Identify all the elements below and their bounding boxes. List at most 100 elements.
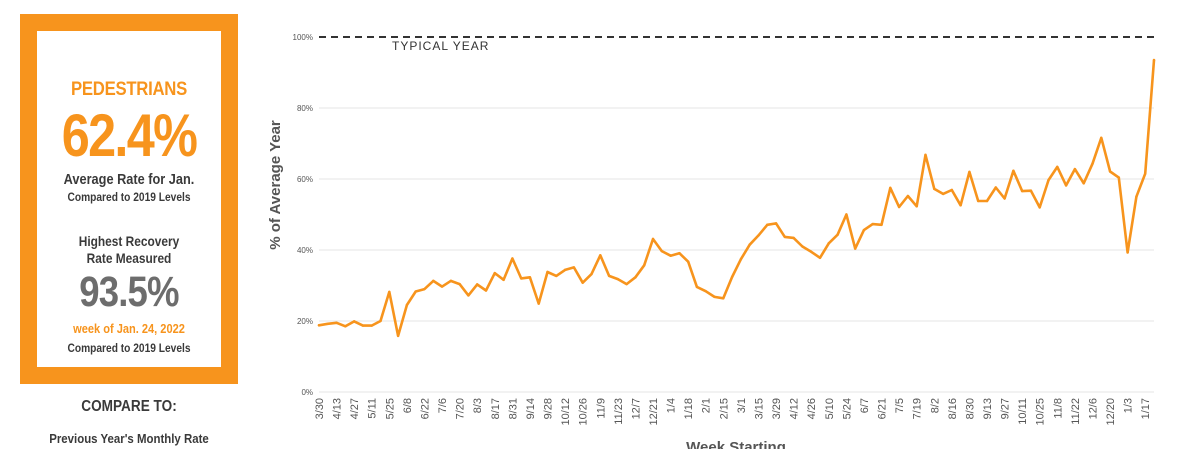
x-tick-label: 6/21 bbox=[877, 398, 889, 419]
data-point bbox=[1135, 195, 1138, 198]
data-point bbox=[467, 294, 470, 297]
data-point bbox=[634, 276, 637, 279]
category-title: PEDESTRIANS bbox=[70, 79, 188, 100]
x-tick-label: 9/13 bbox=[982, 398, 994, 419]
data-point bbox=[1073, 167, 1077, 171]
x-tick-label: 4/26 bbox=[806, 398, 818, 419]
x-tick-label: 11/8 bbox=[1052, 398, 1064, 419]
x-tick-label: 3/15 bbox=[753, 398, 765, 419]
data-point bbox=[388, 290, 391, 294]
x-tick-label: 1/4 bbox=[666, 398, 678, 413]
data-point bbox=[994, 186, 997, 189]
data-point bbox=[326, 322, 329, 326]
data-point bbox=[344, 325, 347, 328]
x-tick-label: 3/1 bbox=[736, 398, 748, 413]
x-tick-label: 1/18 bbox=[683, 398, 695, 419]
data-point bbox=[722, 297, 725, 300]
data-point bbox=[352, 320, 356, 323]
series-line bbox=[317, 58, 1156, 338]
data-point bbox=[836, 233, 839, 236]
y-tick-labels: 0% 20% 40% 60% 80% 100% bbox=[293, 33, 313, 397]
data-point bbox=[555, 274, 558, 278]
x-tick-label: 7/5 bbox=[894, 398, 906, 413]
x-tick-label: 3/30 bbox=[314, 398, 326, 419]
data-point bbox=[625, 282, 628, 286]
data-point bbox=[1144, 172, 1147, 175]
data-points bbox=[317, 58, 1156, 338]
highest-rate-value: 93.5% bbox=[79, 268, 179, 316]
x-tick-label: 8/16 bbox=[947, 398, 959, 419]
data-point bbox=[511, 257, 514, 260]
x-tick-label: 12/7 bbox=[630, 398, 642, 419]
data-point bbox=[669, 254, 672, 257]
data-point bbox=[590, 272, 593, 276]
x-tick-label: 4/13 bbox=[332, 398, 344, 419]
data-point bbox=[739, 258, 743, 261]
data-point bbox=[607, 274, 611, 278]
average-rate-label: Average Rate for Jan. bbox=[63, 171, 195, 188]
data-point bbox=[1029, 189, 1033, 192]
y-axis-label: % of Average Year bbox=[267, 120, 284, 250]
x-tick-label: 10/12 bbox=[560, 398, 572, 426]
data-point bbox=[915, 205, 918, 208]
data-point bbox=[528, 276, 532, 279]
x-tick-label: 6/22 bbox=[419, 398, 431, 419]
highest-rate-week: week of Jan. 24, 2022 bbox=[73, 321, 185, 336]
data-point bbox=[651, 237, 655, 241]
data-point bbox=[1020, 189, 1024, 193]
x-tick-label: 7/19 bbox=[912, 398, 924, 419]
data-point bbox=[845, 213, 848, 216]
data-point bbox=[379, 319, 382, 323]
data-point bbox=[774, 222, 778, 225]
x-tick-label: 12/20 bbox=[1105, 398, 1117, 426]
data-point bbox=[537, 302, 540, 305]
data-point bbox=[484, 289, 488, 292]
x-tick-label: 11/23 bbox=[613, 398, 625, 425]
y-tick-label: 80% bbox=[297, 104, 313, 113]
data-point bbox=[563, 268, 567, 272]
data-point bbox=[317, 324, 321, 327]
data-point bbox=[853, 247, 857, 250]
data-point bbox=[871, 222, 874, 226]
data-point bbox=[616, 277, 620, 281]
data-point bbox=[827, 242, 830, 245]
line-chart: 0% 20% 40% 60% 80% 100% TYPICAL YEAR 3/30 4/13… bbox=[267, 33, 1156, 449]
data-point bbox=[370, 324, 373, 327]
data-point bbox=[933, 187, 936, 191]
x-tick-label: 11/22 bbox=[1070, 398, 1082, 425]
data-point bbox=[1038, 206, 1041, 209]
data-point bbox=[493, 271, 496, 275]
data-point bbox=[423, 287, 426, 291]
x-tick-label: 1/3 bbox=[1123, 398, 1135, 413]
x-tick-labels: 3/30 4/13 4/27 5/11 5/25 6/8 6/22 7/6 7/20 8/3 8/1… bbox=[314, 398, 1152, 426]
highest-rate-label-line1: Highest Recovery bbox=[78, 233, 180, 249]
data-point bbox=[968, 170, 971, 174]
data-point bbox=[704, 289, 707, 293]
data-point bbox=[546, 270, 549, 274]
data-point bbox=[396, 334, 400, 338]
compare-title: COMPARE TO: bbox=[81, 398, 177, 415]
data-point bbox=[1047, 178, 1050, 182]
data-point bbox=[581, 281, 584, 284]
data-point bbox=[801, 245, 804, 248]
y-tick-label: 100% bbox=[293, 33, 313, 42]
data-point bbox=[519, 277, 523, 280]
data-point bbox=[713, 295, 716, 299]
data-point bbox=[783, 235, 787, 239]
x-tick-label: 5/10 bbox=[824, 398, 836, 419]
x-tick-label: 8/31 bbox=[507, 398, 519, 419]
compare-option-previous-year[interactable]: Previous Year's Monthly Rate bbox=[49, 431, 209, 446]
data-point bbox=[880, 223, 883, 226]
data-point bbox=[924, 153, 927, 157]
data-point bbox=[1064, 184, 1068, 187]
y-tick-label: 0% bbox=[301, 388, 313, 397]
x-tick-label: 2/1 bbox=[701, 398, 713, 413]
data-point bbox=[599, 254, 602, 257]
x-tick-label: 10/25 bbox=[1035, 398, 1047, 426]
data-point bbox=[660, 249, 663, 253]
x-tick-label: 9/27 bbox=[1000, 398, 1012, 419]
x-axis-label: Week Starting bbox=[686, 439, 786, 449]
stat-card-inner: PEDESTRIANS 62.4% Average Rate for Jan. … bbox=[37, 31, 221, 367]
x-tick-label: 2/15 bbox=[718, 398, 730, 419]
x-tick-label: 10/11 bbox=[1017, 398, 1029, 425]
